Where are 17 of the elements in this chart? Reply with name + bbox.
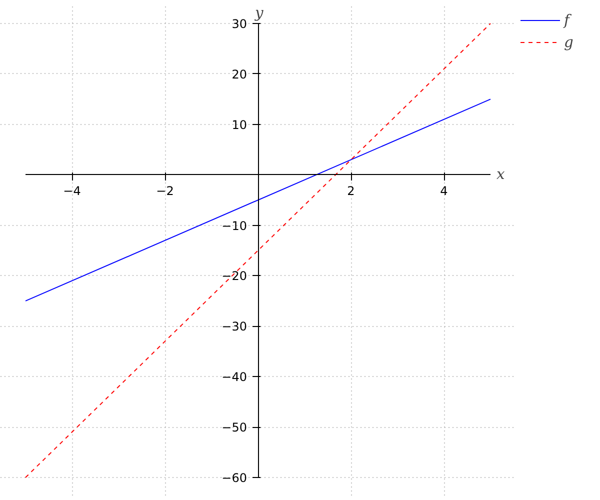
y-tick-label: −30 [222, 320, 248, 334]
y-tick-label: 20 [232, 67, 248, 82]
x-tick-label: −2 [156, 184, 174, 198]
y-tick-label: −40 [222, 370, 248, 384]
y-tick-label: −20 [222, 269, 248, 284]
y-tick-label: 10 [232, 118, 248, 132]
x-tick-label: 2 [347, 184, 355, 198]
x-tick-label: −4 [63, 184, 81, 198]
y-tick-label: −60 [222, 471, 248, 485]
y-axis-title: y [254, 4, 264, 22]
y-tick-label: −10 [222, 218, 248, 233]
legend-label: g [564, 34, 574, 50]
x-tick-label: 4 [440, 184, 448, 198]
x-axis-title: x [496, 166, 506, 183]
y-tick-label: 30 [232, 17, 248, 31]
legend-label: f [564, 12, 572, 28]
y-tick-label: −50 [222, 420, 248, 435]
